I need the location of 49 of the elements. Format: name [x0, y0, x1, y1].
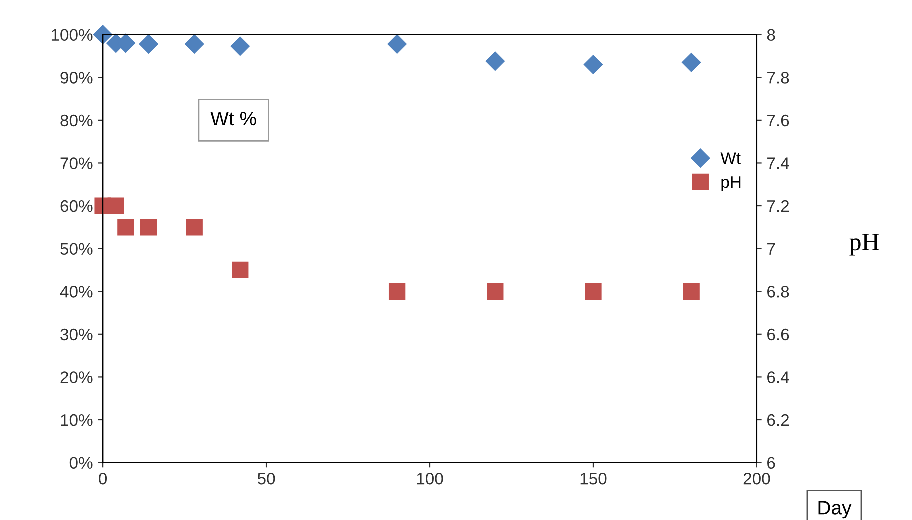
y-tick-label: 70% — [60, 158, 93, 170]
y-tick-label: 20% — [60, 372, 93, 384]
point — [585, 283, 602, 300]
point — [230, 36, 250, 56]
point — [186, 219, 203, 236]
y-tick-label: 60% — [60, 200, 93, 212]
y2-tick-label: 7 — [768, 243, 776, 255]
y-tick-label: 0% — [70, 457, 93, 470]
y2-axis-title: pH — [850, 234, 880, 256]
point — [584, 55, 604, 74]
y2-tick-label: 7.4 — [768, 158, 790, 170]
x-tick-label: 150 — [580, 472, 607, 485]
x-tick-label: 50 — [258, 472, 276, 485]
point — [388, 34, 407, 54]
x-axis-title: Day — [818, 501, 852, 519]
legend-label: Wt — [720, 152, 741, 164]
y2-tick-label: 6.2 — [768, 414, 790, 426]
point — [232, 262, 249, 279]
y-tick-label: 50% — [60, 243, 93, 256]
point — [139, 34, 158, 54]
x-tick-label: 200 — [744, 472, 770, 485]
point — [388, 283, 406, 300]
y2-tick-label: 7.8 — [768, 72, 790, 84]
point — [108, 198, 124, 214]
y2-tick-label: 6 — [768, 457, 776, 470]
y-tick-label: 30% — [60, 328, 93, 341]
y2-tick-label: 6.8 — [768, 286, 790, 298]
y-tick-label: 100% — [52, 29, 93, 42]
point — [118, 219, 134, 236]
point — [94, 25, 113, 44]
y-tick-label: 90% — [60, 72, 93, 84]
y2-tick-label: 7.6 — [768, 114, 790, 127]
point — [486, 52, 505, 71]
y-axis-title: Wt % — [210, 112, 256, 126]
point — [185, 34, 204, 54]
point — [683, 283, 700, 300]
y2-tick-label: 8 — [767, 29, 776, 42]
point — [682, 53, 702, 72]
legend-label: pH — [722, 176, 741, 192]
y2-tick-label: 6.4 — [768, 372, 790, 384]
y-tick-label: 10% — [61, 414, 93, 426]
point — [487, 283, 504, 300]
y-tick-label: 40% — [60, 286, 93, 298]
y2-tick-label: 6.6 — [768, 328, 790, 341]
y2-tick-label: 7.2 — [768, 200, 790, 212]
x-tick-label: 100 — [417, 472, 444, 485]
x-tick-label: 0 — [99, 472, 108, 485]
y-tick-label: 80% — [60, 114, 93, 127]
point — [140, 219, 158, 236]
